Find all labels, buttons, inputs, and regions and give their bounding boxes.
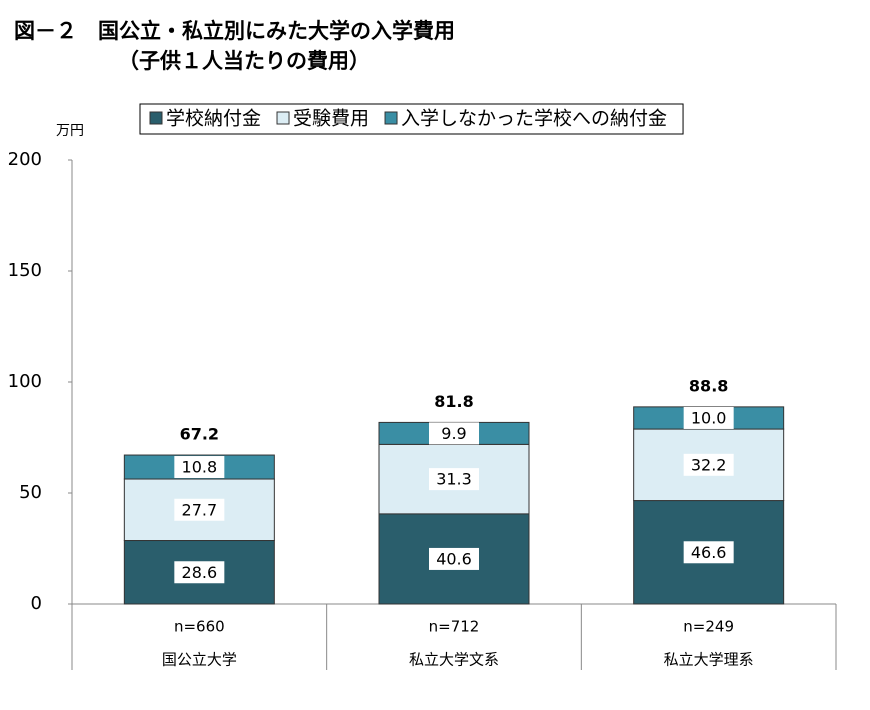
x-tick-label: 国公立大学 xyxy=(162,651,237,669)
value-label-box xyxy=(683,406,734,429)
legend-box xyxy=(139,103,684,135)
value-label: 10.8 xyxy=(182,458,218,477)
value-label-box xyxy=(174,561,225,584)
value-label: 40.6 xyxy=(436,549,472,568)
legend-swatch xyxy=(276,111,290,125)
legend-label: 受験費用 xyxy=(293,108,369,130)
total-label: 81.8 xyxy=(434,392,473,411)
y-tick-label: 50 xyxy=(19,482,42,503)
value-label-box xyxy=(429,547,479,570)
value-label-box xyxy=(683,453,734,476)
value-label: 28.6 xyxy=(182,563,218,582)
y-tick-label: 200 xyxy=(8,149,42,170)
y-unit: 万円 xyxy=(56,123,84,139)
value-label-box xyxy=(683,541,734,564)
total-label: 67.2 xyxy=(180,425,219,444)
value-label: 32.2 xyxy=(691,455,727,474)
chart-subtitle: （子供１人当たりの費用） xyxy=(118,49,370,73)
value-label-box xyxy=(429,422,479,445)
value-label-box xyxy=(174,498,225,521)
legend-swatch xyxy=(384,111,398,125)
x-tick-label: 私立大学理系 xyxy=(664,651,754,669)
y-tick-label: 100 xyxy=(8,371,42,392)
value-label-box xyxy=(429,468,479,491)
legend-label: 入学しなかった学校への納付金 xyxy=(401,108,667,130)
legend-label: 学校納付金 xyxy=(166,108,261,130)
value-label: 27.7 xyxy=(182,500,218,519)
legend-swatch xyxy=(149,111,163,125)
sample-size: n=249 xyxy=(683,618,734,636)
value-label: 46.6 xyxy=(691,543,727,562)
y-tick-label: 0 xyxy=(31,593,42,614)
x-tick-label: 私立大学文系 xyxy=(409,651,499,669)
value-label: 9.9 xyxy=(441,424,466,443)
sample-size: n=712 xyxy=(429,618,480,636)
y-tick-label: 150 xyxy=(8,260,42,281)
total-label: 88.8 xyxy=(689,376,728,395)
value-label-box xyxy=(174,456,225,479)
chart-title: 図－２ 国公立・私立別にみた大学の入学費用 xyxy=(14,19,455,43)
value-label: 31.3 xyxy=(436,470,472,489)
value-label: 10.0 xyxy=(691,408,727,427)
sample-size: n=660 xyxy=(174,618,225,636)
